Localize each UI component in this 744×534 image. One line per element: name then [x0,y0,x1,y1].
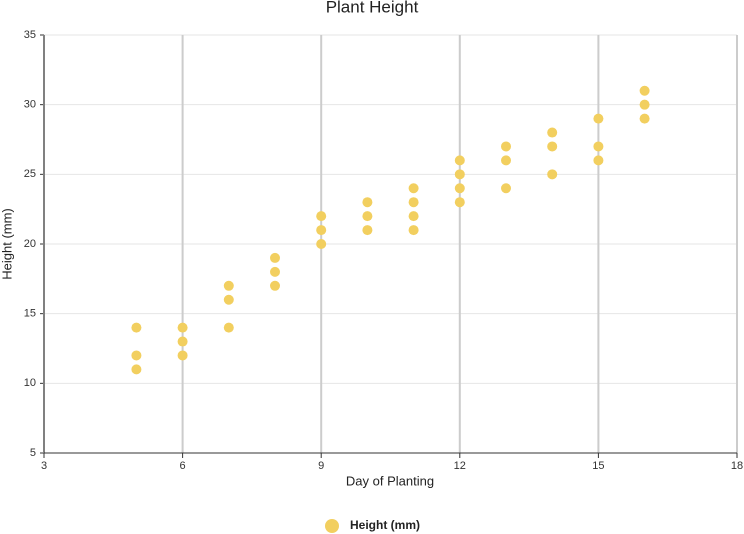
point [547,169,558,180]
point [639,99,650,110]
point [408,211,419,222]
point [270,280,280,291]
point [501,183,511,194]
point [316,211,327,222]
point [593,141,604,152]
x-tick-label: 18 [731,460,743,472]
y-tick-label: 5 [30,447,36,459]
y-tick-label: 10 [24,377,36,389]
legend-label: Height (mm) [350,518,420,532]
point [501,155,511,166]
point [223,322,234,333]
chart-title: Plant Height [326,0,419,16]
point [131,350,142,361]
point [270,252,280,263]
x-tick-label: 3 [41,460,47,472]
point [131,322,142,333]
x-tick-label: 12 [454,460,466,472]
point [454,183,465,194]
point [177,336,188,347]
x-tick-label: 9 [318,460,324,472]
point [177,322,188,333]
point [408,225,419,236]
point [639,113,650,124]
point [501,141,511,152]
point [223,280,234,291]
point [362,225,373,236]
point [454,169,465,180]
point [316,239,327,249]
point [547,141,558,152]
y-tick-label: 35 [24,29,36,41]
point [223,294,234,305]
y-tick-label: 15 [24,308,36,320]
y-axis-title: Height (mm) [0,208,14,280]
point [593,113,604,124]
point [593,155,604,166]
point [454,197,465,208]
x-tick-label: 6 [180,460,186,472]
point [547,127,558,138]
point [362,211,373,222]
y-tick-label: 20 [24,238,36,250]
x-axis-title: Day of Planting [346,473,434,488]
point [408,197,419,208]
point [454,155,465,166]
point [177,350,188,361]
point [408,183,419,194]
point [131,364,142,375]
point [270,266,280,277]
point [316,225,327,236]
x-tick-label: 15 [592,460,604,472]
y-tick-label: 25 [24,168,36,180]
legend-marker [325,519,339,533]
y-tick-label: 30 [24,99,36,111]
point [639,85,650,96]
point [362,197,373,208]
